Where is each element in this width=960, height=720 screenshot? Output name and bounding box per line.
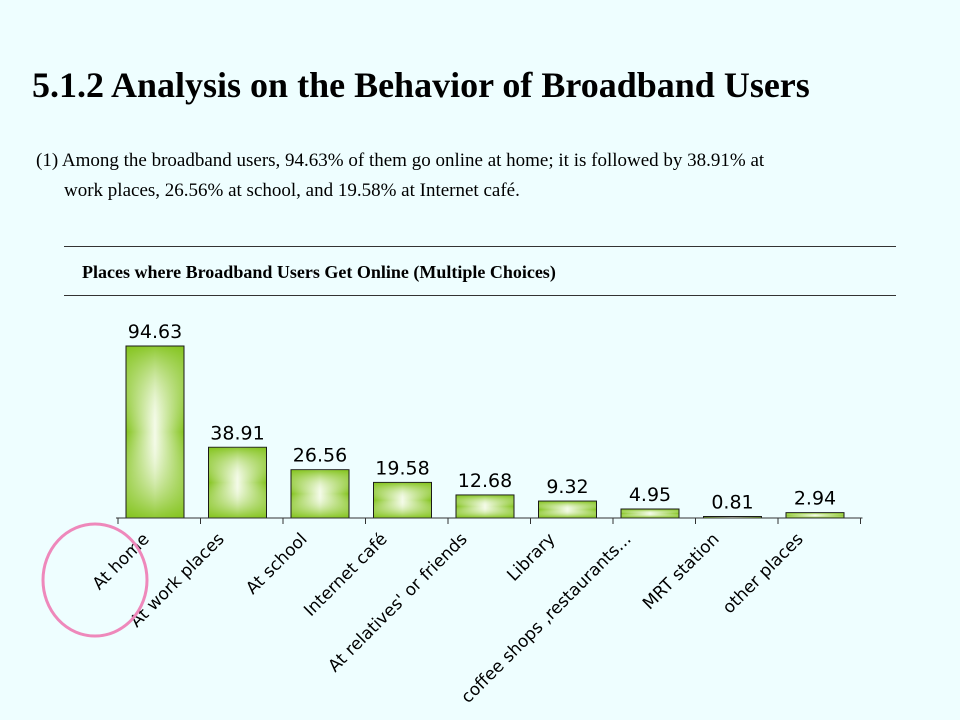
- category-label: other places: [719, 529, 808, 618]
- chart-title: Places where Broadband Users Get Online …: [82, 262, 556, 282]
- data-label: 12.68: [458, 470, 512, 492]
- category-label: At school: [242, 529, 311, 598]
- paragraph-line-2: work places, 26.56% at school, and 19.58…: [64, 180, 520, 201]
- category-label: Library: [503, 529, 559, 585]
- data-label: 4.95: [629, 484, 671, 506]
- bar-sheen: [374, 482, 431, 518]
- chart-title-rule-bottom: [64, 295, 896, 296]
- data-label: 2.94: [794, 488, 836, 510]
- slide-title: 5.1.2 Analysis on the Behavior of Broadb…: [32, 65, 810, 105]
- body-paragraph: (1) Among the broadband users, 94.63% of…: [36, 146, 956, 206]
- data-label: 9.32: [546, 476, 588, 498]
- bar-sheen: [786, 513, 844, 518]
- category-label: Internet café: [300, 529, 391, 620]
- data-label: 0.81: [711, 492, 753, 514]
- bar-sheen: [126, 346, 184, 518]
- bar-sheen: [456, 495, 514, 518]
- highlight-circle: [41, 522, 149, 638]
- bar-sheen: [291, 470, 349, 518]
- category-label: At relatives' or friends: [325, 529, 472, 676]
- data-label: 38.91: [210, 422, 264, 444]
- bar-sheen: [621, 509, 679, 518]
- bar-sheen: [209, 447, 266, 518]
- paragraph-line-1: (1) Among the broadband users, 94.63% of…: [36, 150, 765, 171]
- category-label: MRT station: [639, 529, 724, 614]
- data-label: 94.63: [128, 321, 182, 343]
- chart-title-rule-top: [64, 246, 896, 247]
- bar-sheen: [539, 501, 596, 518]
- data-label: 19.58: [375, 457, 429, 479]
- data-label: 26.56: [293, 445, 347, 467]
